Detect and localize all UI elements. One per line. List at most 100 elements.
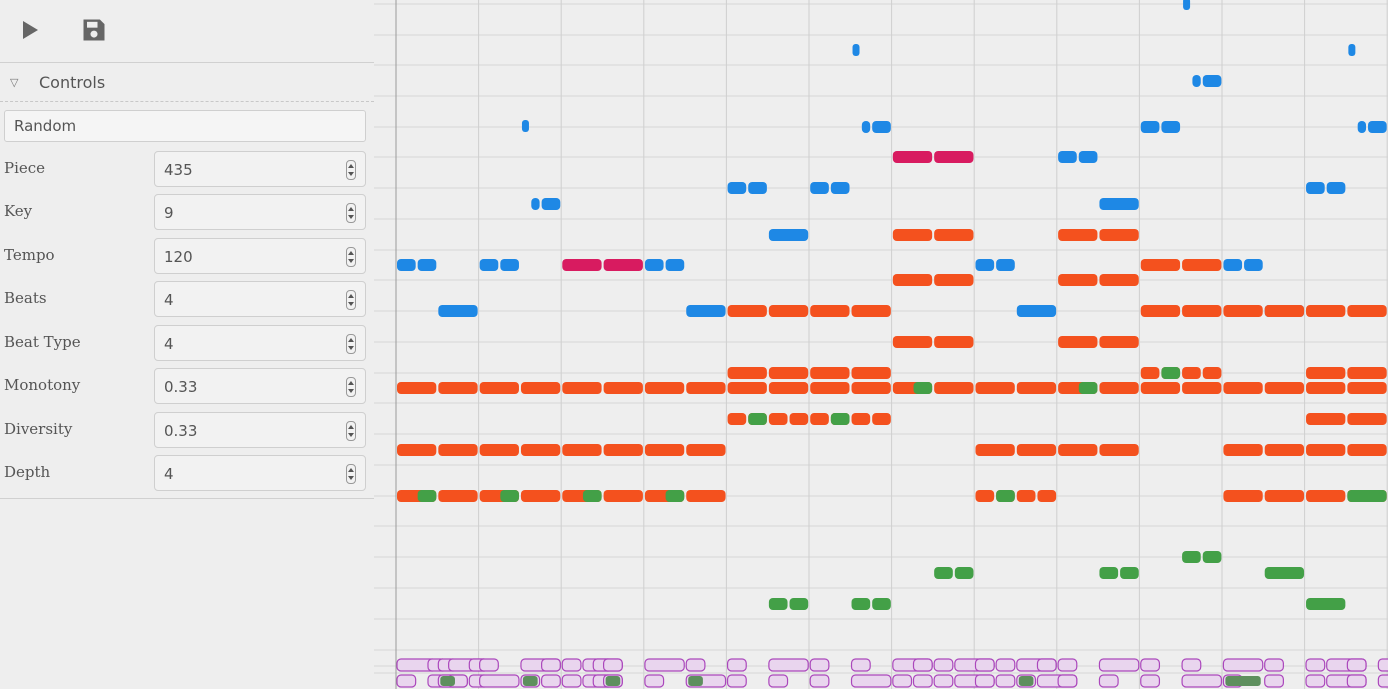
spinner-icon[interactable] (346, 464, 356, 484)
spinner-icon[interactable] (346, 160, 356, 180)
note (417, 490, 437, 502)
note (748, 182, 767, 194)
spinner-icon[interactable] (346, 334, 356, 354)
chord-note-active (1018, 676, 1034, 686)
note (892, 229, 933, 241)
chord-note (974, 674, 995, 688)
note (727, 367, 767, 379)
note (1347, 413, 1387, 425)
note (934, 336, 974, 348)
chord-note (1377, 658, 1388, 672)
chord-note (1181, 674, 1223, 688)
note (1182, 551, 1201, 563)
chord-note (768, 658, 809, 672)
note (1037, 490, 1057, 502)
note (1306, 367, 1346, 379)
monotony-input[interactable]: 0.33 (154, 368, 366, 404)
random-button[interactable]: Random (4, 110, 366, 142)
spinner-icon[interactable] (346, 290, 356, 310)
play-icon (23, 21, 38, 39)
chord-note (726, 658, 747, 672)
note (810, 413, 829, 425)
note (872, 121, 891, 133)
note (686, 490, 726, 502)
piece-row: Piece 435 (0, 151, 374, 187)
note (603, 444, 643, 456)
note (520, 382, 561, 394)
piece-input[interactable]: 435 (154, 151, 366, 187)
chord-note (1222, 658, 1264, 672)
controls-title: Controls (39, 72, 106, 92)
spinner-icon[interactable] (346, 203, 356, 223)
controls-folder-header[interactable]: ▽ Controls (0, 62, 374, 102)
note (1306, 382, 1346, 394)
note (1347, 367, 1387, 379)
chord-note (995, 658, 1016, 672)
diversity-input[interactable]: 0.33 (154, 412, 366, 448)
key-value: 9 (164, 204, 174, 222)
note (1058, 151, 1077, 163)
note (1347, 444, 1387, 456)
play-button[interactable] (10, 10, 50, 50)
note (913, 382, 933, 394)
diversity-label: Diversity (4, 420, 73, 438)
note (852, 44, 860, 56)
note (830, 182, 850, 194)
chord-note-active (522, 676, 538, 686)
note (934, 274, 974, 286)
tempo-input[interactable]: 120 (154, 238, 366, 274)
chord-note (850, 658, 871, 672)
note (1058, 336, 1098, 348)
note (397, 382, 437, 394)
note (1182, 367, 1201, 379)
note (603, 259, 643, 271)
key-input[interactable]: 9 (154, 194, 366, 230)
note (830, 413, 850, 425)
key-label: Key (4, 202, 33, 220)
note (727, 382, 767, 394)
note (768, 413, 788, 425)
chord-note-active (688, 676, 703, 686)
spinner-icon[interactable] (346, 377, 356, 397)
spinner-icon[interactable] (346, 421, 356, 441)
note (531, 198, 540, 210)
note (665, 259, 685, 271)
chord-note (933, 658, 954, 672)
depth-value: 4 (164, 465, 174, 483)
chord-note (1346, 658, 1367, 672)
depth-input[interactable]: 4 (154, 455, 366, 491)
note (541, 198, 561, 210)
note (1357, 121, 1367, 133)
note (1140, 259, 1181, 271)
note (686, 444, 726, 456)
save-button[interactable] (74, 10, 114, 50)
note (1306, 490, 1346, 502)
note (521, 120, 529, 132)
note (851, 367, 891, 379)
note (1264, 382, 1305, 394)
note (1016, 490, 1036, 502)
note (686, 382, 726, 394)
chord-note-active (1225, 676, 1261, 686)
note (1306, 444, 1346, 456)
note (1306, 305, 1346, 317)
note (1306, 182, 1325, 194)
chord-note (1377, 674, 1388, 688)
note (861, 121, 871, 133)
note (603, 490, 643, 502)
note (1202, 551, 1222, 563)
spinner-icon[interactable] (346, 247, 356, 267)
save-icon (83, 19, 105, 41)
piano-roll[interactable] (374, 0, 1388, 689)
note (562, 382, 602, 394)
beat-type-input[interactable]: 4 (154, 325, 366, 361)
beats-input[interactable]: 4 (154, 281, 366, 317)
chord-note (912, 658, 933, 672)
note (996, 259, 1015, 271)
monotony-label: Monotony (4, 376, 81, 394)
chord-note (1140, 658, 1161, 672)
note (975, 382, 1015, 394)
note (768, 229, 809, 241)
depth-row: Depth 4 (0, 455, 374, 491)
note (851, 382, 891, 394)
